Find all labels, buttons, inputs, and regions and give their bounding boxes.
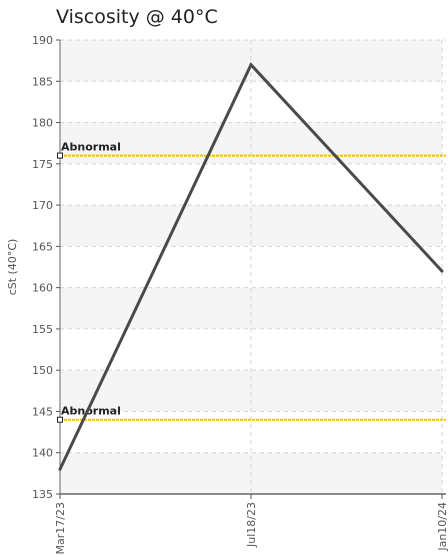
y-tick-label: 150 bbox=[32, 364, 53, 377]
y-axis-label: cSt (40°C) bbox=[6, 239, 19, 296]
data-point bbox=[58, 467, 62, 471]
y-tick-label: 190 bbox=[32, 34, 53, 47]
y-tick-label: 145 bbox=[32, 405, 53, 418]
chart-title: Viscosity @ 40°C bbox=[56, 6, 218, 28]
data-point bbox=[440, 269, 444, 273]
y-tick-label: 175 bbox=[32, 158, 53, 171]
reference-label: Abnormal bbox=[61, 405, 121, 418]
y-tick-label: 165 bbox=[32, 240, 53, 253]
reference-label: Abnormal bbox=[61, 141, 121, 154]
reference-marker bbox=[57, 416, 63, 423]
y-tick-label: 140 bbox=[32, 447, 53, 460]
x-tick-label: Jul18/23 bbox=[245, 502, 258, 548]
x-tick-label: Jan10/24 bbox=[436, 502, 448, 552]
x-tick-label: Mar17/23 bbox=[54, 502, 67, 554]
y-tick-label: 180 bbox=[32, 117, 53, 130]
reference-marker bbox=[57, 152, 63, 159]
data-point bbox=[249, 63, 253, 67]
y-tick-label: 170 bbox=[32, 199, 53, 212]
y-tick-label: 155 bbox=[32, 323, 53, 336]
y-tick-label: 160 bbox=[32, 282, 53, 295]
y-tick-label: 185 bbox=[32, 75, 53, 88]
y-tick-label: 135 bbox=[32, 488, 53, 501]
